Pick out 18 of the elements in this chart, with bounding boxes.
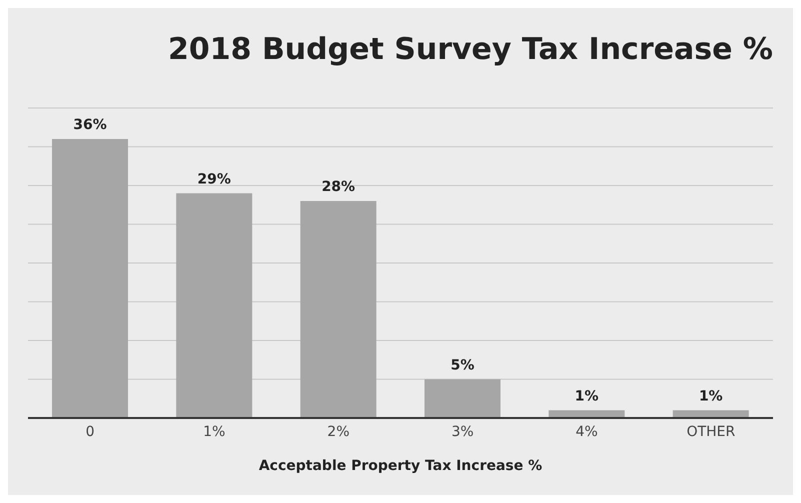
- x-axis-title: Acceptable Property Tax Increase %: [258, 458, 542, 474]
- data-label: 36%: [73, 117, 107, 133]
- bar: [300, 201, 376, 418]
- x-tick-label: 4%: [576, 424, 598, 440]
- bar: [52, 139, 128, 418]
- x-tick-label: 2%: [327, 424, 350, 440]
- chart-title: 2018 Budget Survey Tax Increase %: [168, 32, 773, 67]
- bar: [176, 193, 252, 418]
- data-label: 1%: [698, 388, 723, 404]
- data-label: 5%: [450, 357, 474, 374]
- data-label: 28%: [322, 179, 356, 195]
- x-tick-label: 3%: [451, 424, 474, 440]
- x-tick-label: 0: [86, 424, 95, 440]
- data-label: 29%: [197, 171, 231, 188]
- data-label: 1%: [574, 388, 599, 404]
- x-tick-label: OTHER: [686, 424, 736, 440]
- x-tick-label: 1%: [203, 424, 226, 440]
- bar: [424, 379, 500, 418]
